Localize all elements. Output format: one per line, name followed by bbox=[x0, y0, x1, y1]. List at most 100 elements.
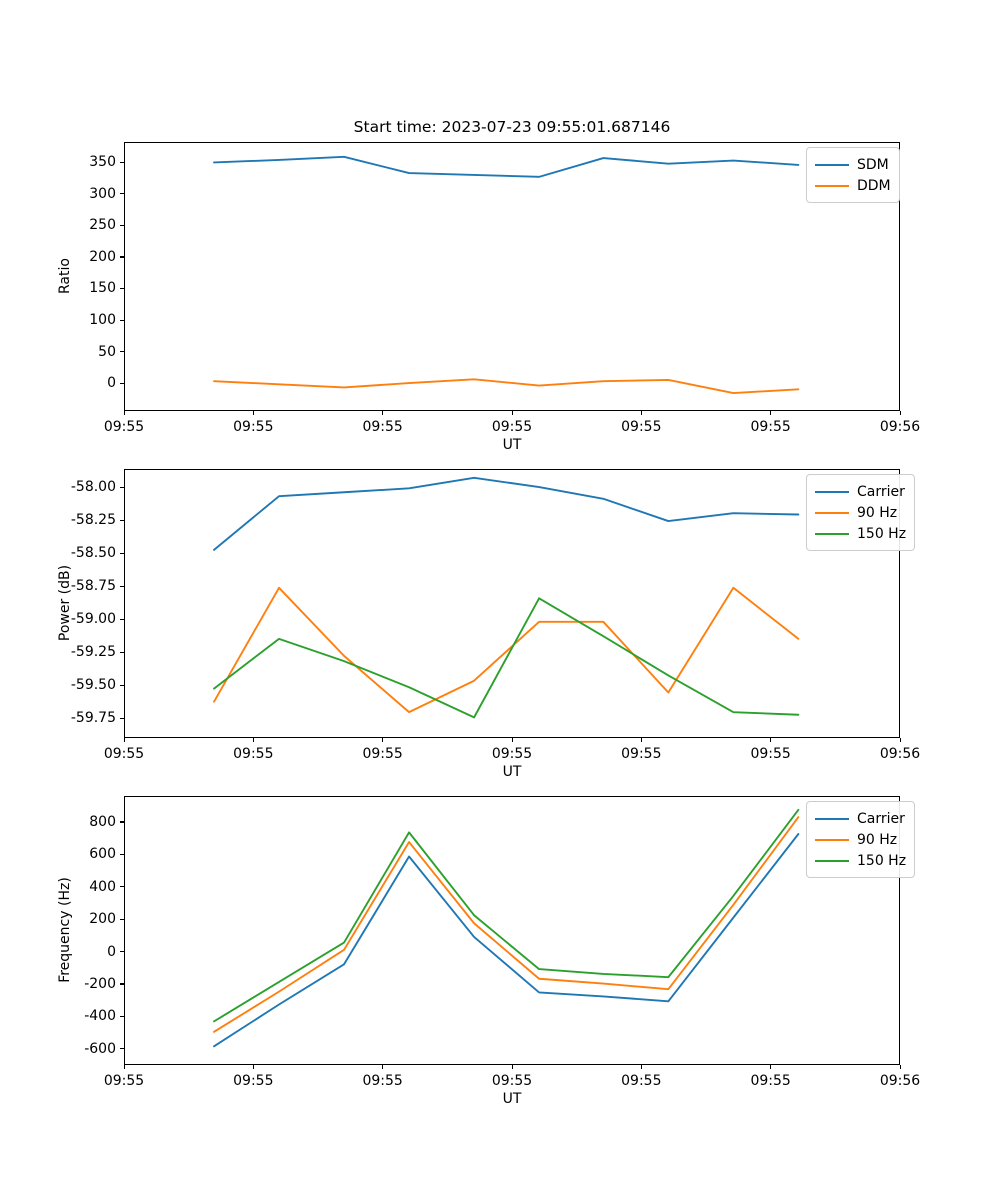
legend-color-swatch bbox=[815, 490, 849, 493]
legend-frequency[interactable]: Carrier 90 Hz 150 Hz bbox=[806, 801, 916, 878]
ytick-mark bbox=[119, 1048, 124, 1050]
xtick-mark bbox=[899, 1065, 901, 1070]
xtick-label: 09:55 bbox=[750, 419, 791, 435]
ytick-label: 600 bbox=[89, 846, 116, 863]
xtick-label: 09:55 bbox=[362, 1073, 403, 1089]
xtick-mark bbox=[770, 411, 772, 416]
series-line-90-hz bbox=[213, 586, 800, 714]
xtick-mark bbox=[252, 738, 254, 743]
legend-label: 150 Hz bbox=[857, 852, 907, 869]
xtick-label: 09:56 bbox=[879, 419, 921, 435]
axes-frequency bbox=[124, 796, 900, 1065]
legend-item[interactable]: DDM bbox=[815, 175, 891, 196]
axis-label-power-y: Power (dB) bbox=[57, 564, 73, 642]
ytick-label: -400 bbox=[84, 1008, 116, 1025]
xtick-label: 09:55 bbox=[233, 746, 274, 762]
xtick-mark bbox=[511, 411, 513, 416]
figure-title: Start time: 2023-07-23 09:55:01.687146 bbox=[353, 118, 671, 136]
ytick-label: 0 bbox=[107, 375, 116, 392]
xtick-mark bbox=[640, 738, 642, 743]
ytick-mark bbox=[119, 486, 124, 489]
ratio-plot-lines bbox=[213, 155, 800, 395]
axis-label-ratio-x: UT bbox=[502, 437, 522, 453]
xtick-mark bbox=[511, 1065, 513, 1070]
legend-item[interactable]: Carrier bbox=[815, 808, 906, 829]
ytick-mark bbox=[119, 618, 124, 620]
legend-item[interactable]: 150 Hz bbox=[815, 850, 906, 871]
ytick-mark bbox=[119, 287, 124, 290]
xtick-label: 09:55 bbox=[621, 419, 662, 435]
axes-power bbox=[124, 469, 900, 738]
xtick-mark bbox=[123, 738, 125, 743]
series-line-carrier bbox=[213, 833, 800, 1048]
xtick-mark bbox=[252, 411, 254, 416]
ytick-mark bbox=[119, 717, 124, 719]
legend-ratio[interactable]: SDM DDM bbox=[806, 147, 900, 203]
xtick-mark bbox=[899, 738, 901, 743]
legend-label: Carrier bbox=[857, 483, 905, 500]
legend-color-swatch bbox=[815, 859, 849, 862]
ytick-mark bbox=[119, 319, 124, 321]
ytick-label: 250 bbox=[89, 217, 116, 234]
axis-label-frequency-x: UT bbox=[502, 1091, 522, 1107]
ytick-label: 200 bbox=[89, 911, 116, 928]
legend-color-swatch bbox=[815, 817, 849, 820]
frequency-plot-lines bbox=[213, 808, 800, 1048]
ytick-mark bbox=[119, 382, 124, 384]
ytick-mark bbox=[119, 684, 124, 686]
ytick-mark bbox=[119, 193, 124, 195]
xtick-mark bbox=[770, 738, 772, 743]
ytick-mark bbox=[119, 585, 124, 587]
ytick-mark bbox=[119, 161, 124, 163]
ytick-label: -58.75 bbox=[70, 578, 116, 595]
ytick-label: -59.25 bbox=[70, 644, 116, 661]
ytick-label: -200 bbox=[84, 975, 116, 992]
xtick-label: 09:55 bbox=[103, 746, 145, 762]
xtick-mark bbox=[640, 411, 642, 416]
ytick-mark bbox=[119, 853, 124, 855]
ytick-mark bbox=[119, 918, 124, 920]
legend-color-swatch bbox=[815, 163, 849, 166]
legend-label: Carrier bbox=[857, 810, 905, 827]
legend-power[interactable]: Carrier 90 Hz 150 Hz bbox=[806, 474, 916, 551]
xtick-label: 09:55 bbox=[103, 1073, 145, 1089]
legend-item[interactable]: 90 Hz bbox=[815, 502, 906, 523]
ytick-label: -59.50 bbox=[70, 677, 116, 694]
xtick-mark bbox=[123, 1065, 125, 1070]
legend-item[interactable]: 150 Hz bbox=[815, 523, 906, 544]
ytick-label: -59.00 bbox=[70, 611, 116, 628]
legend-item[interactable]: Carrier bbox=[815, 481, 906, 502]
xtick-label: 09:55 bbox=[362, 746, 403, 762]
ytick-label: 800 bbox=[89, 813, 116, 830]
series-line-150-hz bbox=[213, 808, 800, 1023]
ytick-mark bbox=[119, 1015, 124, 1017]
xtick-mark bbox=[511, 738, 513, 743]
ytick-label: -58.25 bbox=[70, 512, 116, 529]
ytick-mark bbox=[119, 519, 124, 522]
xtick-mark bbox=[123, 411, 125, 416]
legend-label: 150 Hz bbox=[857, 525, 907, 542]
xtick-label: 09:56 bbox=[879, 1073, 921, 1089]
ytick-label: 150 bbox=[89, 280, 116, 297]
ytick-mark bbox=[119, 651, 124, 653]
ytick-label: -600 bbox=[84, 1040, 116, 1057]
axes-ratio bbox=[124, 142, 900, 411]
legend-item[interactable]: SDM bbox=[815, 154, 891, 175]
legend-item[interactable]: 90 Hz bbox=[815, 829, 906, 850]
xtick-label: 09:55 bbox=[491, 1073, 533, 1089]
legend-color-swatch bbox=[815, 532, 849, 535]
xtick-label: 09:55 bbox=[233, 1073, 274, 1089]
xtick-label: 09:56 bbox=[879, 746, 921, 762]
xtick-label: 09:55 bbox=[621, 1073, 662, 1089]
ytick-label: -59.75 bbox=[70, 710, 116, 727]
legend-label: DDM bbox=[857, 177, 891, 194]
legend-label: 90 Hz bbox=[857, 831, 898, 848]
ytick-mark bbox=[119, 224, 124, 226]
axis-label-power-x: UT bbox=[502, 764, 522, 780]
xtick-mark bbox=[382, 738, 384, 743]
xtick-label: 09:55 bbox=[103, 419, 145, 435]
legend-color-swatch bbox=[815, 511, 849, 514]
ytick-mark bbox=[119, 886, 124, 888]
power-plot-lines bbox=[213, 476, 800, 719]
